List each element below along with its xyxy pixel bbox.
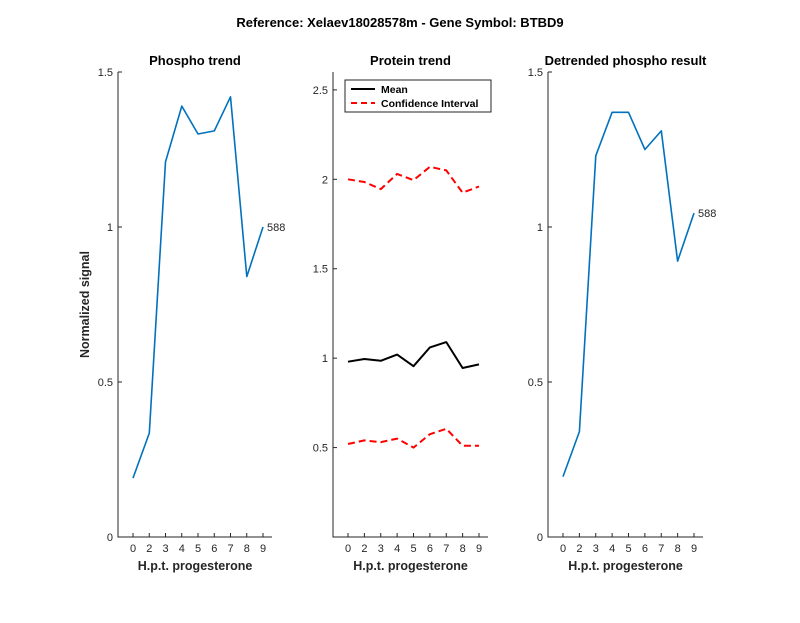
detrended-title: Detrended phospho result xyxy=(545,53,707,68)
protein-ytick-label: 0.5 xyxy=(313,443,328,455)
protein-xtick-label: 3 xyxy=(378,543,384,555)
legend-label-ci: Confidence Interval xyxy=(381,98,479,110)
phospho-xtick-label: 0 xyxy=(130,543,136,555)
protein-ytick-label: 2.5 xyxy=(313,85,328,97)
phospho-ytick-label: 1 xyxy=(107,222,113,234)
detrended-axes xyxy=(547,72,703,538)
detrended-xtick-label: 4 xyxy=(609,543,615,555)
protein-xtick-label: 6 xyxy=(427,543,433,555)
protein-ytick-label: 1 xyxy=(322,353,328,365)
protein-xtick-label: 7 xyxy=(443,543,449,555)
detrended-xtick-label: 6 xyxy=(642,543,648,555)
protein-axes xyxy=(332,72,488,538)
phospho-ytick-label: 1.5 xyxy=(98,67,113,79)
phospho-ytick-label: 0 xyxy=(107,532,113,544)
detrended-xtick-label: 8 xyxy=(675,543,681,555)
detrended-xlabel: H.p.t. progesterone xyxy=(568,559,683,573)
detrended-xtick-label: 0 xyxy=(560,543,566,555)
figure-title: Reference: Xelaev18028578m - Gene Symbol… xyxy=(236,15,563,30)
detrended-ytick-label: 0 xyxy=(537,532,543,544)
detrended-xtick-label: 9 xyxy=(691,543,697,555)
protein-xlabel: H.p.t. progesterone xyxy=(353,559,468,573)
phospho-ylabel: Normalized signal xyxy=(78,251,92,358)
detrended-xtick-label: 3 xyxy=(593,543,599,555)
protein-xtick-label: 9 xyxy=(476,543,482,555)
detrended-ytick-label: 0.5 xyxy=(528,377,543,389)
protein-xtick-label: 5 xyxy=(410,543,416,555)
protein-xtick-label: 2 xyxy=(361,543,367,555)
phospho-xtick-label: 7 xyxy=(227,543,233,555)
detrended-line xyxy=(562,111,695,477)
phospho-title: Phospho trend xyxy=(149,53,241,68)
phospho-xtick-label: 8 xyxy=(244,543,250,555)
detrended-xtick-label: 7 xyxy=(658,543,664,555)
phospho-xtick-label: 9 xyxy=(260,543,266,555)
phospho-line xyxy=(132,96,264,479)
detrended-end-label: 588 xyxy=(698,208,716,220)
phospho-end-label: 588 xyxy=(267,222,285,234)
detrended-xtick-label: 2 xyxy=(576,543,582,555)
protein-xtick-label: 4 xyxy=(394,543,400,555)
detrended-ytick-label: 1.5 xyxy=(528,67,543,79)
phospho-xtick-label: 4 xyxy=(179,543,185,555)
ci-lower-line xyxy=(347,427,479,449)
phospho-ytick-label: 0.5 xyxy=(98,377,113,389)
protein-xtick-label: 8 xyxy=(460,543,466,555)
phospho-xtick-label: 5 xyxy=(195,543,201,555)
phospho-xtick-label: 2 xyxy=(146,543,152,555)
protein-xtick-label: 0 xyxy=(345,543,351,555)
phospho-xtick-label: 3 xyxy=(162,543,168,555)
phospho-axes xyxy=(117,72,272,538)
phospho-xtick-label: 6 xyxy=(211,543,217,555)
mean-line xyxy=(347,341,480,369)
detrended-xtick-label: 5 xyxy=(625,543,631,555)
ci-upper-line xyxy=(347,165,480,194)
detrended-ytick-label: 1 xyxy=(537,222,543,234)
protein-ytick-label: 1.5 xyxy=(313,264,328,276)
legend-label-mean: Mean xyxy=(381,84,408,96)
legend-box xyxy=(344,79,492,113)
phospho-xlabel: H.p.t. progesterone xyxy=(138,559,253,573)
protein-ytick-label: 2 xyxy=(322,174,328,186)
protein-title: Protein trend xyxy=(370,53,451,68)
